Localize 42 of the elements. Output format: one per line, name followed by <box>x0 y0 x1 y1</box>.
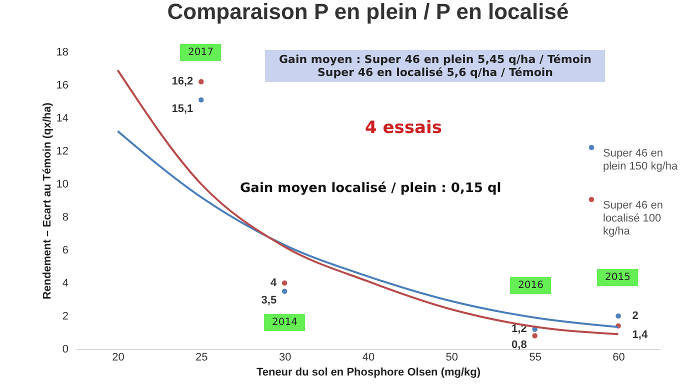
data-label: 4 <box>270 277 278 289</box>
data-label: 16,2 <box>172 76 194 88</box>
point <box>532 333 538 338</box>
x-tick-label: 30 <box>278 352 292 364</box>
x-tick-label: 60 <box>612 352 625 364</box>
point <box>198 97 204 102</box>
y-tick-label: 10 <box>56 178 68 190</box>
data-label: 0,8 <box>512 338 527 351</box>
y-tick-label: 2 <box>62 310 68 322</box>
point <box>282 288 288 294</box>
point <box>282 280 288 286</box>
y-tick-label: 6 <box>62 244 68 256</box>
y-tick-label: 14 <box>56 112 68 124</box>
annotation: 2016 <box>510 277 552 294</box>
point <box>198 79 204 84</box>
y-tick-label: 0 <box>62 344 68 356</box>
y-tick-label: 16 <box>56 80 68 92</box>
x-tick-label: 25 <box>196 352 208 364</box>
data-label: 3,5 <box>261 294 277 306</box>
y-tick-label: 4 <box>62 278 68 290</box>
y-tick-label: 18 <box>56 46 68 58</box>
annotation: 2014 <box>264 314 306 331</box>
legend-label: Super 46 en plein 150 kg/ha <box>603 148 678 172</box>
annotation: 2015 <box>597 269 638 286</box>
x-tick-label: 40 <box>362 352 375 364</box>
x-tick-label: 50 <box>446 352 458 364</box>
y-tick-label: 8 <box>62 212 68 224</box>
x-tick-label: 55 <box>529 352 542 364</box>
annotation: Gain moyen : Super 46 en plein 5,45 q/ha / Témoin Super 46 en localisé 5,6 q/ha / Témoin <box>265 50 606 82</box>
data-label: 15,1 <box>172 102 194 115</box>
chart-title: Comparaison P en plein / P en localisé <box>167 0 569 24</box>
annotation: Gain moyen localisé / plein : 0,15 ql <box>240 181 502 196</box>
y-axis-title: Rendement – Ecart au Témoin (qx/ha) <box>41 102 54 300</box>
data-label: 1,4 <box>632 328 648 341</box>
y-tick-label: 12 <box>56 146 68 158</box>
point <box>616 313 621 319</box>
annotation: 2017 <box>180 44 222 61</box>
x-tick-label: 20 <box>112 352 124 364</box>
annotation: 4 essais <box>365 118 442 138</box>
data-label: 2 <box>632 310 638 322</box>
legend-label: Super 46 en localisé 100 kg/ha <box>603 200 663 238</box>
x-axis-title: Teneur du sol en Phosphore Olsen (mg/kg) <box>256 366 481 378</box>
